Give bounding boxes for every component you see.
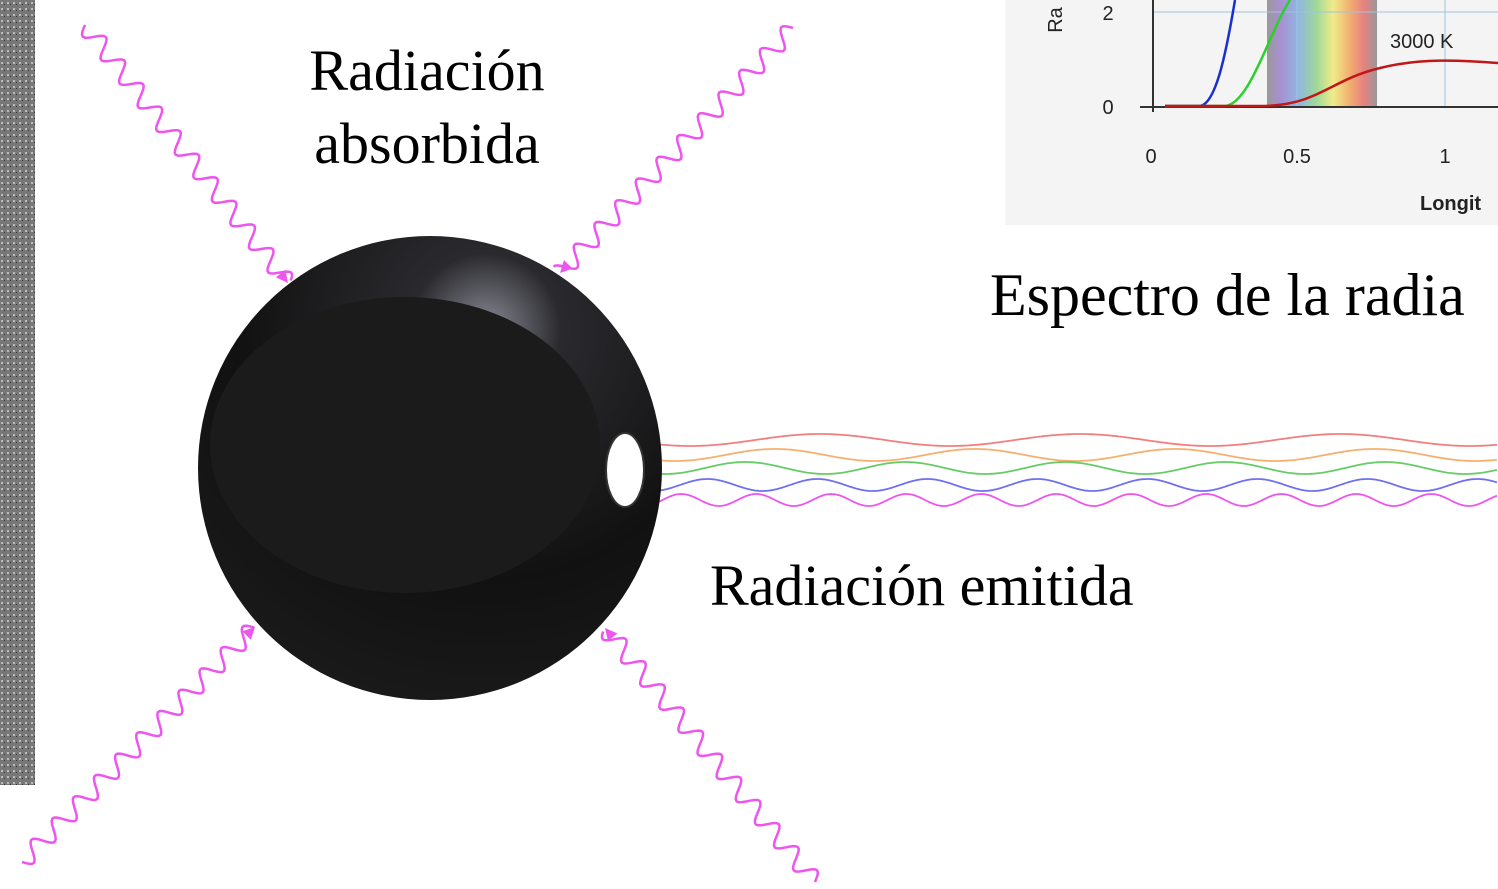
y-tick-label: 0 <box>1102 97 1113 119</box>
wave <box>602 632 818 883</box>
wave <box>554 26 793 268</box>
absorbed-label: Radiación <box>309 38 544 103</box>
x-tick-label: 0.5 <box>1283 146 1311 168</box>
page: Ra 2 0 0 0.5 1 Longit 3000 K Radiación a… <box>0 0 1498 889</box>
wave <box>82 25 292 281</box>
cavity-hole <box>606 433 644 507</box>
y-tick-label: 2 <box>1102 3 1113 25</box>
y-axis-label: Ra <box>1045 6 1067 32</box>
x-tick-label: 1 <box>1439 146 1450 168</box>
absorbed-label: absorbida <box>314 111 540 176</box>
spectrum-caption: Espectro de la radia <box>990 262 1465 328</box>
wave <box>625 494 1497 506</box>
wave <box>625 449 1497 461</box>
x-axis-label: Longit <box>1420 193 1481 215</box>
wave <box>625 462 1497 474</box>
sphere-shade <box>210 297 600 593</box>
wave <box>22 626 254 864</box>
curve-label: 3000 K <box>1390 31 1454 53</box>
photo-strip <box>0 0 35 785</box>
slide: Ra 2 0 0 0.5 1 Longit 3000 K Radiación a… <box>0 0 1498 889</box>
x-tick-label: 0 <box>1145 146 1156 168</box>
wave <box>625 434 1497 446</box>
emitted-label: Radiación emitida <box>710 553 1134 618</box>
wave <box>625 479 1497 491</box>
spectrum-inset: Ra 2 0 0 0.5 1 Longit 3000 K <box>1005 0 1498 225</box>
